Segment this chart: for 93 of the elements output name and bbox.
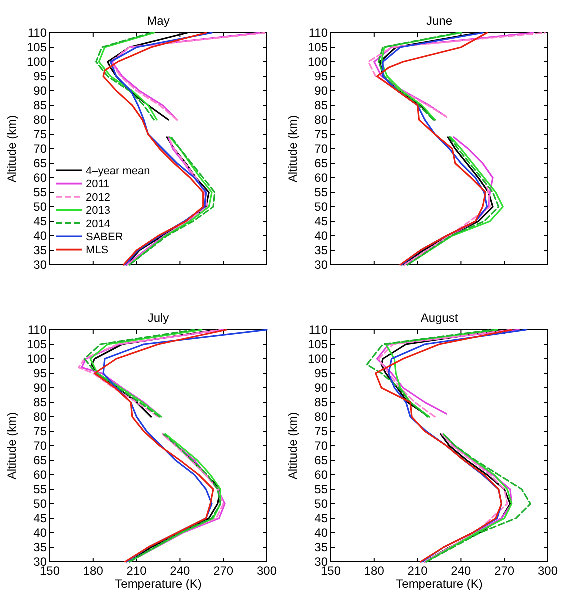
y-tick-label: 60 (34, 171, 48, 186)
y-tick-label: 80 (34, 410, 48, 424)
y-tick-label: 35 (314, 244, 328, 258)
legend-label: 2013 (86, 205, 110, 218)
x-tick-label: 210 (408, 564, 428, 578)
y-tick-label: 40 (314, 229, 328, 244)
y-tick-label: 105 (26, 338, 48, 352)
chart-title: June (426, 14, 453, 28)
y-tick-label: 35 (314, 540, 328, 555)
legend-label: 2011 (86, 178, 110, 191)
y-tick-label: 95 (34, 366, 48, 381)
y-tick-label: 90 (34, 84, 48, 98)
y-tick-label: 100 (26, 352, 48, 366)
y-tick-label: 50 (314, 200, 328, 214)
y-tick-label: 85 (314, 98, 328, 113)
y-tick-label: 50 (34, 497, 48, 512)
y-tick-label: 105 (308, 338, 328, 352)
y-tick-label: 65 (314, 454, 328, 468)
y-axis-title: Altitude (km) (5, 412, 19, 480)
y-axis-title: Altitude (km) (286, 412, 300, 480)
y-tick-label: 65 (314, 156, 328, 171)
x-tick-label: 270 (494, 564, 515, 578)
y-tick-label: 45 (314, 512, 328, 526)
y-tick-label: 60 (314, 468, 328, 482)
y-tick-label: 70 (314, 142, 328, 156)
y-tick-label: 65 (34, 454, 48, 468)
y-tick-label: 105 (26, 40, 48, 55)
y-tick-label: 105 (308, 40, 328, 55)
legend-label: 2014 (86, 218, 110, 230)
y-tick-label: 70 (34, 142, 48, 156)
legend-label: SABER (86, 231, 124, 244)
y-tick-label: 75 (34, 424, 48, 439)
y-tick-label: 75 (34, 128, 48, 142)
y-tick-label: 50 (314, 497, 328, 512)
y-tick-label: 55 (34, 186, 48, 200)
y-tick-label: 70 (314, 439, 328, 454)
y-tick-label: 60 (34, 468, 48, 482)
legend-label: 2012 (86, 192, 110, 204)
y-tick-label: 80 (314, 113, 328, 128)
chart-title: August (420, 311, 459, 325)
y-tick-label: 40 (314, 526, 328, 540)
y-tick-label: 60 (314, 171, 328, 186)
y-tick-label: 95 (34, 70, 48, 84)
legend-label: MLS (86, 244, 109, 257)
y-tick-label: 100 (308, 352, 328, 366)
y-tick-label: 40 (34, 526, 48, 540)
legend-label: 4–year mean (86, 165, 150, 178)
y-tick-label: 55 (314, 482, 328, 497)
y-tick-label: 50 (34, 200, 48, 214)
y-tick-label: 65 (34, 156, 48, 171)
y-tick-label: 100 (26, 55, 48, 70)
x-tick-label: 210 (126, 564, 148, 578)
y-tick-label: 110 (308, 323, 328, 338)
y-tick-label: 110 (308, 26, 328, 40)
y-tick-label: 90 (314, 381, 328, 396)
y-axis-title: Altitude (km) (5, 115, 19, 183)
y-tick-label: 70 (34, 439, 48, 454)
y-tick-label: 100 (308, 55, 328, 70)
y-tick-label: 75 (314, 128, 328, 142)
y-tick-label: 85 (34, 98, 48, 113)
y-tick-label: 30 (314, 258, 328, 272)
y-tick-label: 110 (28, 26, 48, 40)
y-tick-label: 45 (314, 214, 328, 229)
y-tick-label: 55 (314, 186, 328, 200)
y-tick-label: 95 (314, 366, 328, 381)
x-tick-label: 240 (170, 564, 191, 578)
y-tick-label: 85 (314, 396, 328, 410)
y-axis-title: Altitude (km) (286, 115, 300, 183)
y-tick-label: 30 (34, 258, 48, 272)
x-tick-label: 240 (451, 564, 472, 578)
y-tick-label: 80 (34, 113, 48, 128)
x-tick-label: 180 (83, 564, 104, 578)
y-tick-label: 40 (34, 229, 48, 244)
x-tick-label: 300 (538, 564, 558, 578)
y-tick-label: 35 (34, 540, 48, 555)
y-tick-label: 90 (34, 381, 48, 396)
y-tick-label: 45 (34, 512, 48, 526)
x-axis-title: Temperature (K) (115, 577, 202, 591)
y-tick-label: 80 (314, 410, 328, 424)
y-tick-label: 110 (28, 323, 48, 338)
y-tick-label: 95 (314, 70, 328, 84)
x-tick-label: 180 (364, 564, 385, 578)
y-tick-label: 35 (34, 244, 48, 258)
y-tick-label: 85 (34, 396, 48, 410)
chart-title: July (148, 311, 170, 325)
y-tick-label: 55 (34, 482, 48, 497)
y-tick-label: 45 (34, 214, 48, 229)
x-tick-label: 270 (214, 564, 234, 578)
y-tick-label: 90 (314, 84, 328, 98)
x-tick-label: 300 (256, 564, 278, 578)
chart-title: May (147, 14, 170, 28)
x-axis-title: Temperature (K) (396, 577, 483, 591)
y-tick-label: 75 (314, 424, 328, 439)
